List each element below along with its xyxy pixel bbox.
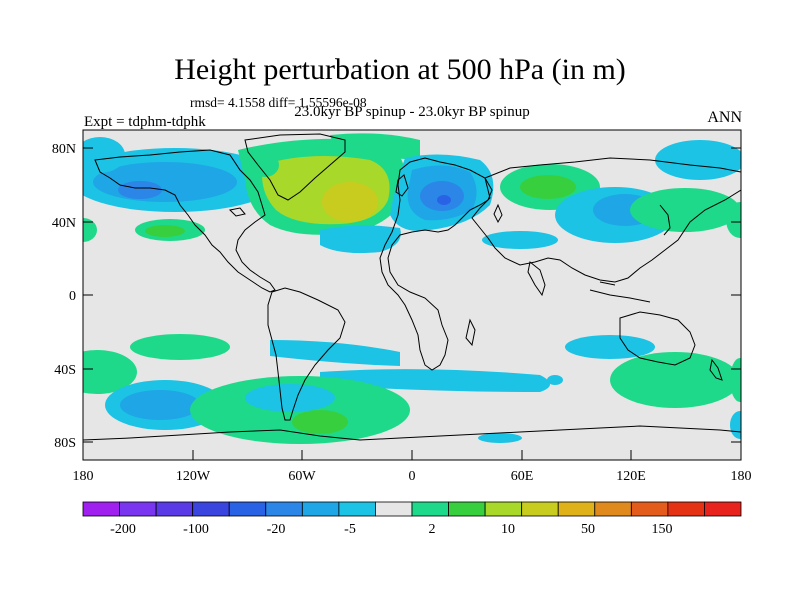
colorbar-swatch — [667, 501, 705, 517]
colorbar-labels: -200 -100 -20 -5 2 10 50 150 — [110, 522, 672, 537]
anomaly-region — [320, 225, 401, 254]
lat-label: 80S — [54, 436, 76, 451]
colorbar-swatch — [411, 501, 449, 517]
lat-labels: 80N 40N 0 40S 80S — [52, 142, 76, 451]
colorbar-label: 10 — [501, 522, 515, 537]
colorbar-label: 50 — [581, 522, 595, 537]
coastline-great-lakes — [228, 207, 246, 217]
anomaly-region — [730, 358, 741, 402]
coastlines — [83, 133, 741, 441]
colorbar-label: -200 — [110, 522, 136, 537]
colorbar-label: -20 — [267, 522, 286, 537]
colorbar-swatch — [448, 501, 486, 517]
coastline-greenland — [244, 133, 346, 201]
anomaly-region — [478, 433, 522, 443]
anomaly-region — [145, 225, 185, 237]
anomaly-region — [520, 175, 576, 199]
anomaly-region — [292, 410, 348, 434]
anomaly-region — [726, 202, 741, 238]
colorbar-swatch — [82, 501, 120, 517]
coastline-caspian — [493, 203, 503, 224]
colorbar-label: 150 — [652, 522, 673, 537]
coastline-new-zealand — [709, 358, 723, 381]
lat-tick-marks — [83, 147, 741, 443]
anomaly-region — [118, 181, 162, 199]
anomaly-region — [270, 340, 400, 366]
lat-label: 0 — [69, 289, 76, 304]
colorbar-swatch — [338, 501, 376, 517]
anomaly-region — [630, 188, 740, 232]
anomaly-region — [83, 350, 137, 394]
season-label: ANN — [707, 109, 742, 126]
plot-title: Height perturbation at 500 hPa (in m) — [174, 53, 626, 86]
colorbar-swatch — [192, 501, 230, 517]
anomaly-region — [83, 137, 125, 173]
anomaly-region — [330, 133, 420, 160]
anomaly-region — [482, 231, 558, 249]
colorbar-label: -100 — [183, 522, 209, 537]
colorbar-label: -5 — [344, 522, 356, 537]
colorbar-swatch — [265, 501, 303, 517]
coastline-australia — [619, 311, 696, 366]
anomaly-region — [120, 390, 200, 420]
coastline-japan — [659, 204, 671, 236]
anomaly-region — [251, 153, 279, 177]
anomaly-region — [245, 384, 335, 412]
colorbar-swatch — [557, 501, 596, 517]
lon-label: 180 — [73, 469, 94, 484]
colorbar-swatch — [704, 501, 742, 517]
colorbar-swatch — [119, 501, 157, 517]
lon-labels: 180 120W 60W 0 60E 120E 180 — [73, 469, 752, 484]
colorbar-swatch — [484, 501, 523, 517]
anomaly-region — [655, 140, 741, 180]
colorbar — [82, 501, 742, 517]
colorbar-swatch — [630, 501, 669, 517]
colorbar-swatch — [301, 501, 340, 517]
anomaly-region — [83, 218, 97, 242]
lon-label: 0 — [409, 469, 416, 484]
colorbar-label: 2 — [429, 522, 436, 537]
lon-label: 60E — [511, 469, 534, 484]
stats-line: rmsd= 4.1558 diff= 1.55596e-08 — [190, 95, 367, 110]
comparison-label: 23.0kyr BP spinup - 23.0kyr BP spinup — [294, 104, 530, 120]
experiment-label: Expt = tdphm-tdphk — [84, 114, 206, 130]
coastline-asia — [471, 157, 741, 283]
anomaly-region — [610, 352, 740, 408]
colorbar-swatch — [155, 501, 194, 517]
coastline-antarctica — [83, 425, 741, 441]
coastline-south-america — [267, 287, 346, 421]
coastline-europe-africa — [379, 157, 493, 371]
anomaly-region — [730, 411, 741, 439]
lon-tick-marks — [82, 450, 742, 460]
anomaly-region — [322, 182, 378, 222]
lon-label: 120W — [176, 469, 211, 484]
lon-label: 60W — [288, 469, 316, 484]
coastline-uk — [395, 174, 409, 197]
colorbar-swatch — [521, 501, 559, 517]
lat-label: 40N — [52, 216, 76, 231]
anomaly-region — [547, 375, 563, 385]
coastline-indonesia — [589, 281, 651, 303]
coastline-north-america — [94, 149, 276, 293]
lat-label: 80N — [52, 142, 76, 157]
coastline-india — [527, 261, 546, 297]
anomaly-region — [437, 195, 451, 205]
colorbar-swatch — [594, 501, 632, 517]
colorbar-swatch — [228, 501, 267, 517]
colorbar-swatch — [375, 501, 413, 517]
lon-label: 180 — [731, 469, 752, 484]
coastline-madagascar — [465, 318, 476, 347]
anomaly-region — [565, 335, 655, 359]
lon-label: 120E — [616, 469, 646, 484]
anomaly-region — [130, 334, 230, 360]
lat-label: 40S — [54, 363, 76, 378]
